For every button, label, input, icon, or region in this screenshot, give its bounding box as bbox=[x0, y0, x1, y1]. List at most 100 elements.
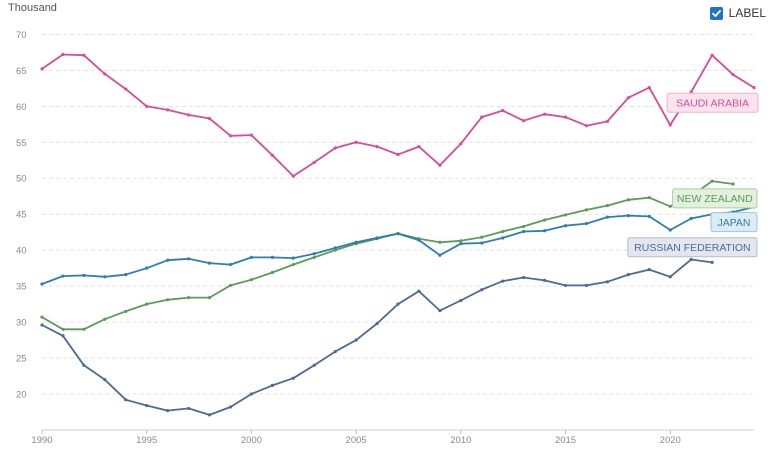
data-point[interactable] bbox=[333, 146, 337, 150]
data-point[interactable] bbox=[668, 204, 672, 208]
data-point[interactable] bbox=[40, 282, 44, 286]
data-point[interactable] bbox=[501, 229, 505, 234]
data-point[interactable] bbox=[459, 242, 463, 246]
data-point[interactable] bbox=[186, 113, 191, 117]
data-point[interactable] bbox=[584, 221, 589, 226]
data-point[interactable] bbox=[166, 408, 170, 413]
data-point[interactable] bbox=[61, 327, 65, 331]
data-point[interactable] bbox=[124, 398, 128, 402]
data-point[interactable] bbox=[563, 213, 568, 217]
data-point[interactable] bbox=[480, 288, 484, 292]
data-point[interactable] bbox=[291, 256, 295, 260]
data-point[interactable] bbox=[186, 296, 191, 300]
data-point[interactable] bbox=[333, 246, 337, 250]
data-point[interactable] bbox=[626, 96, 630, 100]
data-point[interactable] bbox=[417, 144, 421, 149]
data-point[interactable] bbox=[82, 273, 86, 277]
data-point[interactable] bbox=[145, 403, 149, 408]
data-point[interactable] bbox=[103, 275, 107, 279]
data-point[interactable] bbox=[207, 413, 212, 417]
data-point[interactable] bbox=[731, 182, 735, 186]
data-point[interactable] bbox=[228, 405, 233, 409]
data-point[interactable] bbox=[40, 323, 44, 327]
data-point[interactable] bbox=[375, 144, 379, 149]
data-point[interactable] bbox=[710, 179, 714, 183]
data-point[interactable] bbox=[228, 262, 233, 267]
data-point[interactable] bbox=[647, 86, 651, 90]
label-toggle[interactable]: LABEL bbox=[709, 6, 766, 20]
data-point[interactable] bbox=[480, 241, 484, 245]
data-point[interactable] bbox=[207, 116, 212, 121]
data-point[interactable] bbox=[375, 321, 379, 326]
data-point[interactable] bbox=[626, 198, 630, 202]
data-point[interactable] bbox=[103, 378, 107, 382]
data-point[interactable] bbox=[605, 119, 610, 124]
data-point[interactable] bbox=[647, 196, 651, 200]
data-point[interactable] bbox=[647, 267, 651, 272]
data-point[interactable] bbox=[186, 406, 191, 411]
data-point[interactable] bbox=[249, 133, 254, 137]
data-point[interactable] bbox=[166, 258, 170, 262]
data-point[interactable] bbox=[166, 108, 170, 112]
data-point[interactable] bbox=[124, 273, 128, 277]
data-point[interactable] bbox=[542, 218, 547, 222]
data-point[interactable] bbox=[668, 275, 672, 279]
data-point[interactable] bbox=[605, 280, 610, 284]
data-point[interactable] bbox=[249, 392, 254, 396]
data-point[interactable] bbox=[312, 363, 316, 367]
data-point[interactable] bbox=[501, 236, 505, 240]
data-point[interactable] bbox=[647, 214, 651, 218]
data-point[interactable] bbox=[249, 255, 254, 259]
data-point[interactable] bbox=[501, 109, 505, 113]
data-point[interactable] bbox=[103, 72, 107, 76]
data-point[interactable] bbox=[228, 134, 233, 138]
data-point[interactable] bbox=[710, 260, 714, 265]
data-point[interactable] bbox=[166, 298, 170, 302]
data-point[interactable] bbox=[312, 160, 316, 165]
data-point[interactable] bbox=[584, 283, 589, 288]
data-point[interactable] bbox=[61, 274, 65, 278]
data-point[interactable] bbox=[689, 216, 693, 221]
data-point[interactable] bbox=[668, 228, 672, 232]
data-point[interactable] bbox=[480, 235, 484, 239]
series-line-0[interactable] bbox=[41, 53, 755, 177]
data-point[interactable] bbox=[270, 153, 274, 157]
data-point[interactable] bbox=[228, 283, 233, 288]
data-point[interactable] bbox=[459, 239, 463, 243]
data-point[interactable] bbox=[668, 123, 672, 127]
data-point[interactable] bbox=[731, 73, 735, 77]
data-point[interactable] bbox=[438, 253, 442, 257]
data-point[interactable] bbox=[522, 275, 526, 280]
data-point[interactable] bbox=[438, 308, 442, 313]
data-point[interactable] bbox=[207, 261, 212, 265]
data-point[interactable] bbox=[124, 309, 128, 313]
data-point[interactable] bbox=[40, 315, 44, 319]
data-point[interactable] bbox=[354, 140, 358, 144]
data-point[interactable] bbox=[563, 283, 568, 288]
data-point[interactable] bbox=[40, 67, 44, 71]
data-point[interactable] bbox=[145, 104, 149, 108]
data-point[interactable] bbox=[82, 327, 86, 331]
data-point[interactable] bbox=[312, 252, 316, 256]
data-point[interactable] bbox=[626, 214, 630, 218]
data-point[interactable] bbox=[626, 273, 630, 277]
data-point[interactable] bbox=[605, 215, 610, 219]
data-point[interactable] bbox=[459, 298, 463, 303]
series-line-3[interactable] bbox=[41, 258, 713, 416]
data-point[interactable] bbox=[270, 270, 274, 275]
data-point[interactable] bbox=[333, 349, 337, 354]
data-point[interactable] bbox=[396, 302, 400, 306]
data-point[interactable] bbox=[82, 363, 86, 367]
data-point[interactable] bbox=[145, 302, 149, 306]
data-point[interactable] bbox=[186, 257, 191, 261]
data-point[interactable] bbox=[417, 238, 421, 242]
data-point[interactable] bbox=[563, 224, 568, 228]
data-point[interactable] bbox=[563, 115, 568, 119]
data-point[interactable] bbox=[61, 52, 65, 57]
data-point[interactable] bbox=[542, 229, 547, 233]
data-point[interactable] bbox=[249, 278, 254, 282]
data-point[interactable] bbox=[605, 203, 610, 208]
data-point[interactable] bbox=[103, 317, 107, 321]
data-point[interactable] bbox=[354, 338, 358, 342]
data-point[interactable] bbox=[584, 208, 589, 212]
